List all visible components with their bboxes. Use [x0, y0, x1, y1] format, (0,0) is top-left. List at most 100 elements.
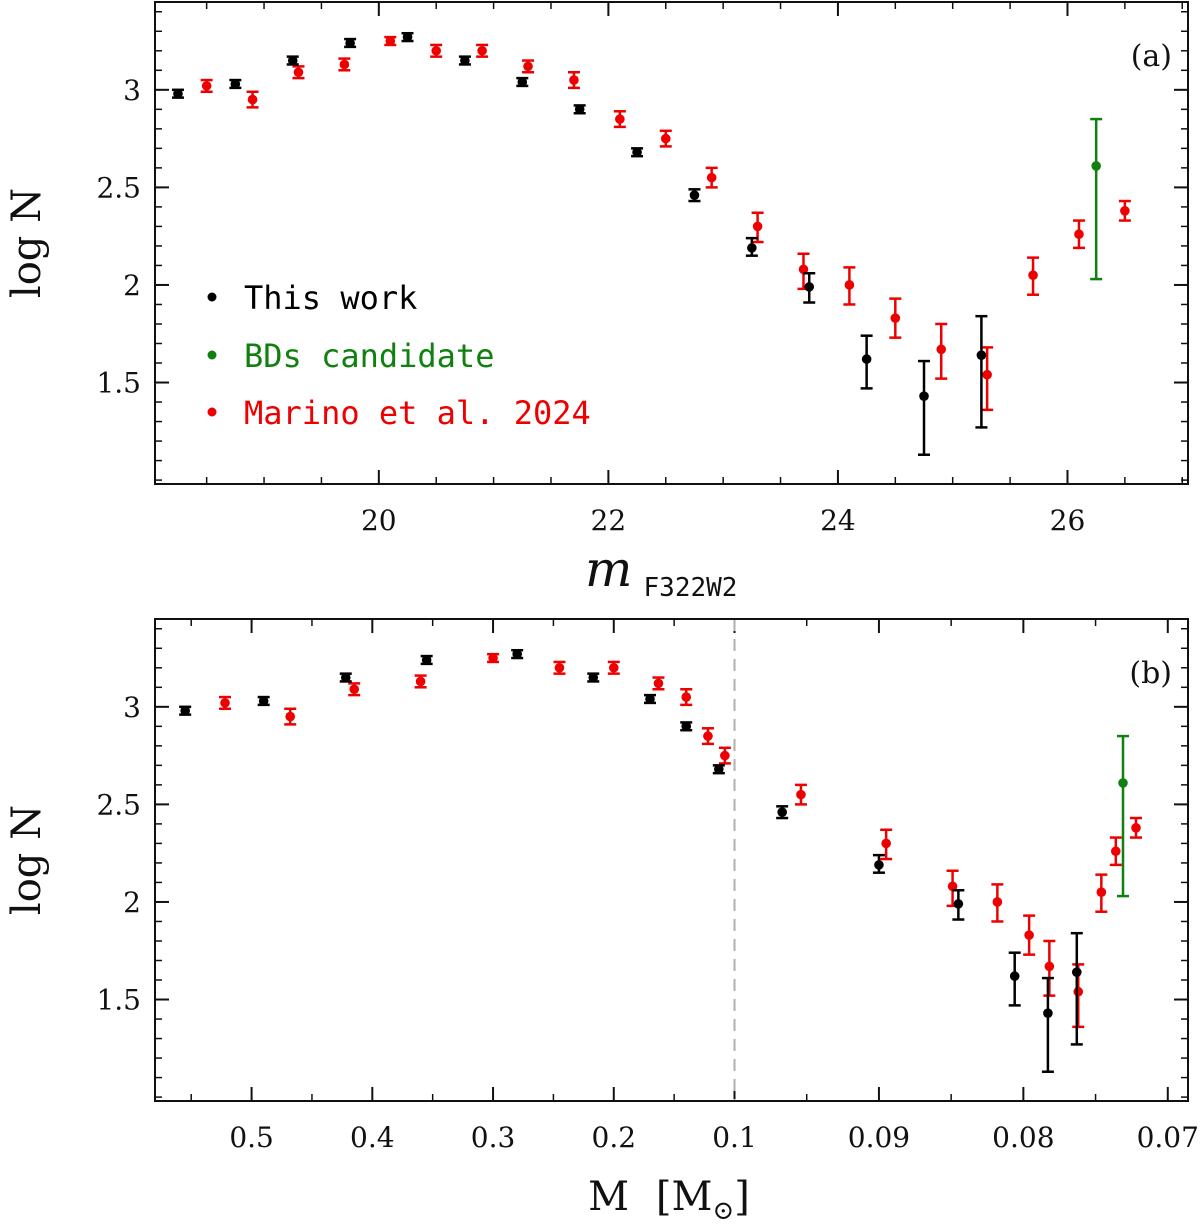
panel-a-data-points	[171, 31, 1131, 456]
panel-a-xlabel: m F322W2	[585, 540, 737, 603]
data-point	[523, 61, 533, 72]
data-point	[992, 897, 1003, 907]
panel-a-xlabel-main: m	[585, 540, 632, 598]
data-point	[681, 692, 692, 702]
data-point	[689, 190, 700, 200]
data-point	[230, 79, 241, 89]
panel-b-xtick-label: 0.5	[229, 1121, 274, 1154]
data-point	[554, 662, 565, 673]
panel-a-ytick-label: 2.5	[96, 171, 141, 204]
panel-b-xtick-label: 0.2	[592, 1121, 637, 1154]
panel-b-ticks: 1.5 2 2.5 3 0.5 0.4 0.3 0.2 0.1 0.09 0.08 0.07	[96, 619, 1199, 1154]
data-point	[645, 694, 655, 704]
data-point	[339, 59, 350, 70]
data-point	[1110, 846, 1121, 857]
data-point	[477, 45, 487, 56]
panel-b-ytick-label: 3	[123, 691, 141, 724]
data-point	[1118, 778, 1128, 788]
data-point	[588, 672, 599, 683]
data-point	[919, 391, 929, 401]
legend: This work BDs candidate Marino et al. 20…	[207, 279, 591, 432]
panel-b-ylabel: log N	[4, 805, 50, 915]
data-point	[632, 147, 642, 158]
data-point	[460, 55, 470, 66]
data-point	[517, 77, 528, 87]
panel-b-xlabel: M [M⊙]	[588, 1174, 750, 1226]
data-point	[982, 369, 992, 380]
data-point	[287, 55, 298, 66]
data-point	[653, 678, 664, 689]
data-point	[752, 221, 763, 232]
panel-a-xlabel-sub: F322W2	[644, 573, 738, 603]
panel-a-ytick-label: 3	[123, 74, 141, 107]
data-point	[798, 264, 809, 275]
legend-label-marino: Marino et al. 2024	[244, 394, 591, 432]
panel-a-series-this_work	[171, 31, 988, 456]
data-point	[976, 350, 987, 361]
panel-b-series-this_work	[179, 648, 1083, 1073]
data-point	[881, 838, 891, 849]
data-point	[714, 764, 724, 775]
legend-marker-this-work	[207, 292, 217, 302]
panel-b-series-bd_candidate	[1117, 734, 1130, 898]
data-point	[1120, 206, 1130, 216]
data-point	[173, 88, 183, 99]
data-point	[1131, 823, 1141, 833]
data-point	[220, 698, 230, 708]
data-point	[706, 172, 717, 183]
panel-a-label: (a)	[1131, 39, 1172, 74]
panel-b-data-points	[179, 648, 1143, 1073]
data-point	[720, 750, 730, 761]
data-point	[874, 860, 884, 870]
panel-b-label: (b)	[1129, 656, 1172, 691]
panel-a-xtick-label: 24	[820, 504, 856, 537]
panel-a-ytick-label: 1.5	[96, 367, 141, 400]
data-point	[201, 81, 212, 91]
data-point	[1028, 270, 1038, 280]
data-point	[953, 899, 964, 909]
panel-b-xtick-label: 0.07	[1137, 1121, 1199, 1154]
data-point	[608, 662, 619, 673]
data-point	[385, 36, 396, 46]
data-point	[512, 649, 522, 659]
data-point	[1091, 161, 1101, 171]
data-point	[844, 280, 855, 290]
data-point	[285, 711, 296, 722]
panel-a-ytick-label: 2	[123, 269, 141, 302]
panel-a-xtick-label: 20	[361, 504, 397, 537]
data-point	[258, 696, 269, 706]
panel-b-ytick-label: 1.5	[96, 984, 141, 1017]
panel-a-series-bd_candidate	[1090, 117, 1103, 281]
data-point	[1044, 961, 1055, 972]
panel-b-xtick-label: 0.1	[712, 1121, 757, 1154]
data-point	[1096, 887, 1107, 897]
data-point	[345, 38, 355, 48]
data-point	[703, 731, 713, 741]
data-point	[804, 282, 815, 292]
panel-b-xtick-label: 0.3	[471, 1121, 516, 1154]
panel-b-frame	[154, 618, 1189, 1102]
legend-marker-bd-candidate	[207, 350, 217, 360]
panel-b-xlabel-unit-sub: ⊙	[712, 1196, 734, 1226]
panel-b-mass-function-mass: 1.522.530.5 0.4 0.3 0.2 0.1 0.09 0.08 0.07 (b) …	[4, 618, 1199, 1226]
data-point	[1043, 1008, 1053, 1018]
panel-b-xtick-label: 0.08	[992, 1121, 1054, 1154]
panel-b-xlabel-unit: M	[671, 1174, 712, 1220]
panel-a-frame	[154, 1, 1189, 485]
panel-a-series-marino	[200, 35, 1131, 412]
legend-label-bd-candidate: BDs candidate	[244, 337, 494, 375]
data-point	[247, 94, 258, 105]
data-point	[1009, 971, 1020, 981]
panel-b-ytick-label: 2	[123, 886, 141, 919]
data-point	[660, 133, 671, 144]
data-point	[421, 655, 432, 665]
data-point	[488, 653, 498, 663]
panel-a-ticks: 1.5 2 2.5 3 20 22 24 26	[96, 2, 1188, 537]
data-point	[681, 721, 692, 732]
data-point	[402, 32, 413, 42]
panel-b-series-marino	[219, 652, 1143, 1029]
panel-a-mass-function-magnitude: 1.5 2 2.5 3 20 22 24 26 (a) This work BDs candi…	[4, 1, 1189, 603]
data-point	[293, 67, 304, 78]
data-point	[569, 75, 579, 85]
